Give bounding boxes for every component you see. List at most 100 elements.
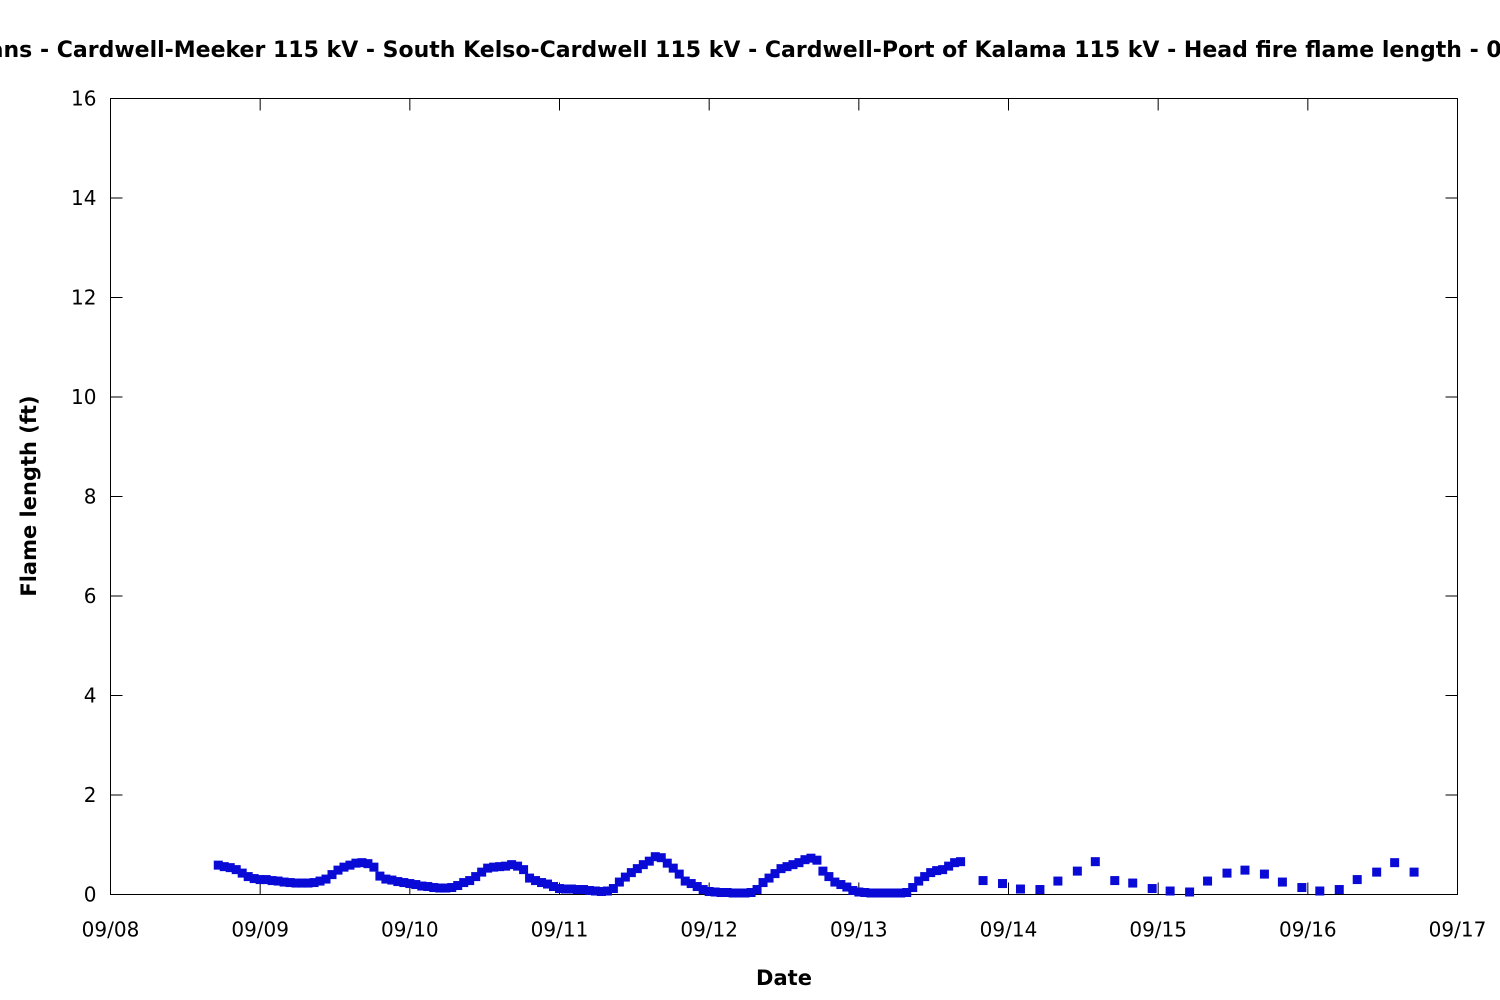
data-point — [363, 859, 373, 869]
data-point — [1297, 883, 1307, 893]
data-point — [459, 878, 469, 888]
data-point — [848, 886, 858, 896]
data-point — [764, 873, 774, 883]
data-point — [255, 875, 265, 885]
data-point — [1110, 876, 1120, 886]
data-point — [890, 888, 900, 898]
plot-frame — [110, 98, 1458, 895]
data-point — [483, 863, 493, 873]
data-point — [836, 880, 846, 890]
data-point — [267, 876, 277, 886]
data-point — [303, 878, 313, 888]
data-point — [686, 879, 696, 889]
data-point — [740, 888, 750, 898]
data-point — [513, 861, 523, 871]
data-point — [429, 883, 439, 893]
data-point — [746, 888, 756, 898]
data-point — [471, 872, 481, 882]
data-point — [698, 885, 708, 895]
data-point — [896, 888, 906, 898]
data-point — [1090, 857, 1100, 867]
data-point — [806, 853, 816, 863]
data-point — [1035, 885, 1045, 895]
data-point — [680, 876, 690, 886]
y-tick-label: 2 — [84, 783, 97, 807]
chart-title: 1 trans - Cardwell-Meeker 115 kV - South… — [0, 38, 1500, 63]
data-point — [578, 885, 588, 895]
data-point — [878, 888, 888, 898]
data-point — [411, 880, 421, 890]
data-point — [537, 878, 547, 888]
data-point — [734, 888, 744, 898]
data-point — [812, 855, 822, 865]
data-point — [722, 888, 732, 898]
data-point — [800, 855, 810, 865]
y-tick-label: 0 — [84, 883, 97, 907]
data-point — [932, 866, 942, 876]
y-axis-ticks: 0 2 4 6 8 10 12 14 16 — [71, 87, 1458, 907]
data-point — [842, 882, 852, 892]
data-point — [614, 877, 624, 887]
data-point — [231, 865, 241, 875]
y-tick-label: 16 — [71, 87, 96, 111]
data-point — [572, 885, 582, 895]
x-tick-label: 09/10 — [381, 918, 439, 942]
data-point — [1240, 865, 1250, 875]
data-point — [602, 886, 612, 896]
data-point — [279, 877, 289, 887]
data-point — [333, 865, 343, 875]
data-point — [692, 882, 702, 892]
data-point — [1053, 876, 1063, 886]
data-point — [950, 858, 960, 868]
data-point — [1277, 877, 1287, 887]
x-tick-label: 09/15 — [1129, 918, 1187, 942]
data-point — [381, 874, 391, 884]
data-point — [357, 858, 367, 868]
data-point — [662, 858, 672, 868]
y-tick-label: 4 — [84, 684, 97, 708]
data-point — [531, 876, 541, 886]
x-tick-label: 09/14 — [980, 918, 1038, 942]
data-point — [435, 883, 445, 893]
data-point — [273, 876, 283, 886]
data-point — [297, 878, 307, 888]
data-point — [902, 888, 912, 898]
x-tick-label: 09/08 — [82, 918, 140, 942]
data-point — [1372, 867, 1382, 877]
data-point — [351, 858, 361, 868]
data-point — [884, 888, 894, 898]
data-point — [417, 881, 427, 891]
data-point — [1390, 858, 1400, 868]
data-point — [399, 878, 409, 888]
data-point — [1222, 868, 1232, 878]
data-point — [668, 863, 678, 873]
data-point — [501, 861, 511, 871]
data-point — [978, 876, 988, 886]
data-point — [1072, 866, 1082, 876]
data-point — [1203, 876, 1213, 886]
data-point — [854, 887, 864, 897]
data-point — [321, 874, 331, 884]
data-point — [549, 882, 559, 892]
data-point — [237, 868, 247, 878]
data-point — [243, 872, 253, 882]
data-point — [710, 887, 720, 897]
data-point — [728, 888, 738, 898]
data-point — [525, 873, 535, 883]
data-point — [405, 879, 415, 889]
data-point — [465, 876, 475, 886]
data-points — [213, 852, 1419, 898]
x-tick-label: 09/12 — [680, 918, 738, 942]
y-tick-label: 12 — [71, 286, 96, 310]
data-point — [872, 888, 882, 898]
data-point — [423, 882, 433, 892]
x-tick-label: 09/17 — [1429, 918, 1487, 942]
data-point — [638, 860, 648, 870]
data-point — [375, 871, 385, 881]
data-point — [626, 868, 636, 878]
data-point — [507, 860, 517, 870]
data-point — [938, 865, 948, 875]
data-point — [1165, 886, 1175, 896]
data-point — [998, 879, 1008, 889]
data-point — [1259, 869, 1269, 879]
